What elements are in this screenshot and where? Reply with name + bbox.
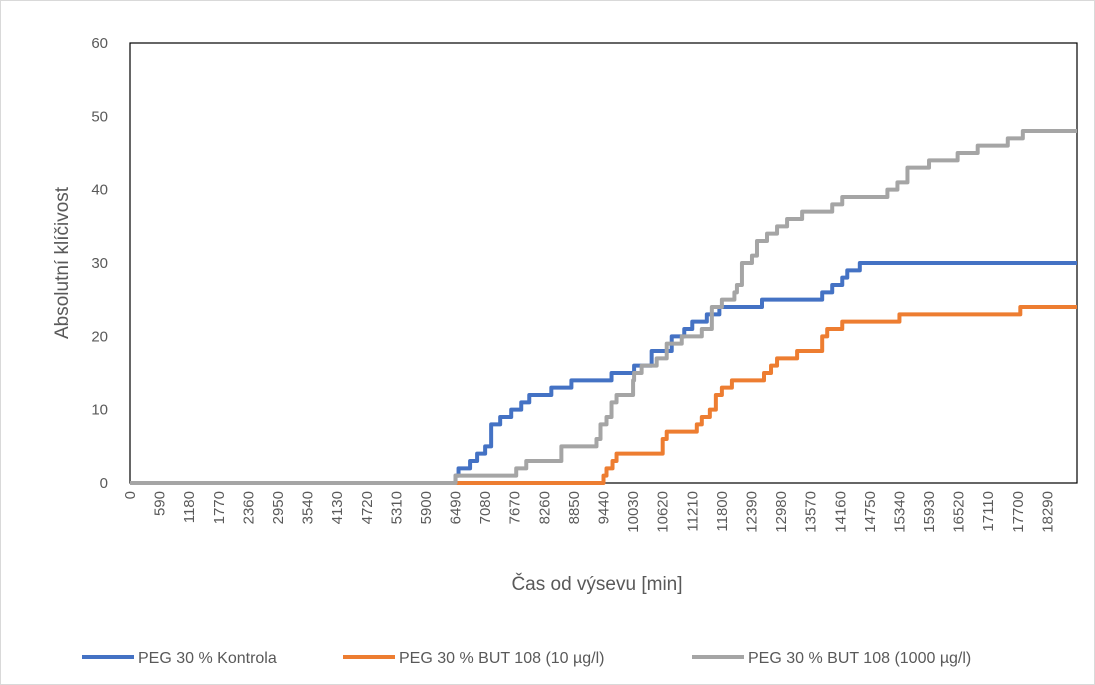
y-tick-label: 60 (91, 35, 108, 52)
x-tick-label: 590 (152, 491, 169, 516)
x-tick-label: 10620 (655, 491, 672, 533)
x-tick-label: 1180 (181, 491, 198, 523)
x-tick-label: 7670 (507, 491, 524, 524)
y-tick-label: 20 (91, 328, 108, 345)
x-axis-ticks: 0 590 1180 1770 2360 2950 3540 4130 4720 5310 5900… (122, 491, 1056, 533)
x-tick-label: 11210 (684, 491, 701, 532)
x-tick-label: 18290 (1039, 491, 1056, 533)
x-tick-label: 9440 (596, 491, 613, 524)
x-tick-label: 2950 (270, 491, 287, 524)
series-line-2 (130, 305, 1077, 485)
y-axis-title: Absolutní klíčivost (52, 186, 73, 339)
series-line-3 (130, 129, 1077, 485)
y-tick-label: 30 (91, 255, 108, 272)
legend-label-3: PEG 30 % BUT 108 (1000 µg/l) (748, 650, 971, 667)
x-tick-label: 15340 (891, 491, 908, 533)
x-tick-label: 4130 (329, 491, 346, 524)
x-tick-label: 13570 (803, 491, 820, 533)
x-tick-label: 16520 (951, 491, 968, 533)
y-tick-label: 50 (91, 108, 108, 125)
x-tick-label: 17110 (980, 491, 997, 532)
x-tick-label: 17700 (1010, 491, 1027, 533)
series-line-1 (130, 261, 1077, 485)
x-tick-label: 12390 (743, 491, 760, 533)
legend-label-2: PEG 30 % BUT 108 (10 µg/l) (399, 650, 604, 667)
x-tick-label: 11800 (714, 491, 731, 532)
x-tick-label: 10030 (625, 491, 642, 533)
legend: PEG 30 % Kontrola PEG 30 % BUT 108 (10 µg… (82, 650, 971, 667)
y-tick-label: 0 (100, 475, 108, 492)
series-lines (130, 129, 1077, 485)
x-tick-label: 4720 (359, 491, 376, 524)
x-tick-label: 0 (122, 491, 139, 499)
x-tick-label: 1770 (211, 491, 228, 524)
x-tick-label: 7080 (477, 491, 494, 524)
x-tick-label: 15930 (921, 491, 938, 533)
y-axis-ticks: 0 10 20 30 40 50 60 (91, 35, 108, 492)
legend-label-1: PEG 30 % Kontrola (138, 650, 277, 667)
x-tick-label: 3540 (300, 491, 317, 524)
y-tick-label: 10 (91, 402, 108, 419)
x-tick-label: 12980 (773, 491, 790, 533)
x-tick-label: 8260 (536, 491, 553, 524)
y-tick-label: 40 (91, 182, 108, 199)
x-tick-label: 5900 (418, 491, 435, 524)
x-tick-label: 2360 (240, 491, 257, 524)
x-tick-label: 6490 (448, 491, 465, 524)
x-tick-label: 14160 (832, 491, 849, 533)
x-tick-label: 5310 (388, 491, 405, 524)
x-tick-label: 14750 (862, 491, 879, 533)
x-tick-label: 8850 (566, 491, 583, 524)
x-axis-title: Čas od výsevu [min] (511, 573, 682, 595)
